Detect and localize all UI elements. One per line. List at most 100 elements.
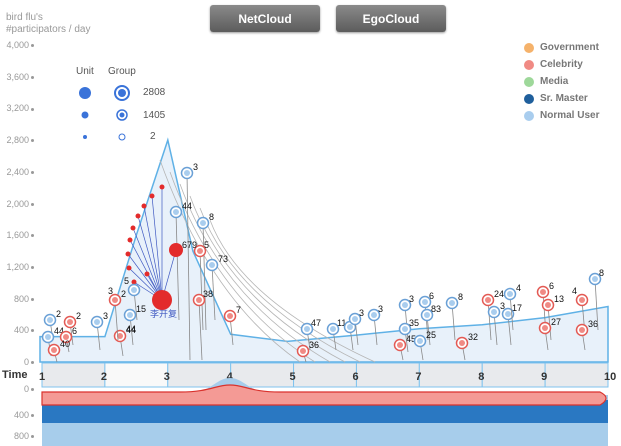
bottom-tick-label: 400 xyxy=(0,410,34,420)
retweet-link xyxy=(132,227,163,301)
node-count-label: 44 xyxy=(126,325,136,335)
pin-stem xyxy=(199,250,204,331)
retweet-link xyxy=(143,205,163,301)
node-count-label: 5 xyxy=(204,240,209,250)
node-count-label: 13 xyxy=(554,294,564,304)
time-day-label[interactable]: 10 xyxy=(604,371,616,383)
user-node xyxy=(542,325,548,331)
user-node xyxy=(112,297,118,303)
time-day-label[interactable]: 7 xyxy=(415,371,421,383)
retweet-node xyxy=(126,265,132,271)
size-key-unit-header: Unit xyxy=(76,66,94,77)
legend-celebrity[interactable]: Celebrity xyxy=(524,59,583,70)
time-day-label[interactable]: 3 xyxy=(164,371,170,383)
retweet-link xyxy=(151,195,163,301)
diffusion-arc xyxy=(209,219,376,363)
retweet-node xyxy=(159,184,165,190)
y-tick-label: 4,000 xyxy=(0,40,34,50)
node-count-label: 5 xyxy=(124,276,129,286)
time-axis-label: Time xyxy=(2,369,28,381)
user-node xyxy=(127,312,133,318)
legend-government[interactable]: Government xyxy=(524,42,599,53)
node-count-label: 3 xyxy=(409,294,414,304)
user-node xyxy=(485,297,491,303)
user-node xyxy=(173,209,179,215)
size-key-value-large: 2808 xyxy=(143,87,166,98)
hub-node-primary xyxy=(152,290,172,310)
retweet-node xyxy=(141,203,147,209)
user-node xyxy=(505,311,511,317)
user-node xyxy=(209,262,215,268)
bottom-tick-label: 0 xyxy=(0,384,34,394)
node-count-label: 7 xyxy=(236,305,241,315)
node-count-label: 8 xyxy=(458,292,463,302)
user-node xyxy=(347,324,353,330)
node-count-label: 2 xyxy=(56,309,61,319)
user-node xyxy=(45,334,51,340)
node-count-label: 3 xyxy=(193,162,198,172)
node-count-label: 2 xyxy=(76,311,81,321)
node-count-label: 38 xyxy=(203,289,213,299)
legend-normal-user[interactable]: Normal User xyxy=(524,110,599,121)
user-node xyxy=(197,248,203,254)
retweet-node xyxy=(131,279,137,285)
netcloud-button[interactable]: NetCloud xyxy=(210,5,320,32)
user-node xyxy=(300,348,306,354)
user-node xyxy=(94,319,100,325)
user-node xyxy=(459,340,465,346)
time-day-label[interactable]: 6 xyxy=(352,371,358,383)
time-day-label[interactable]: 8 xyxy=(478,371,484,383)
time-day-label[interactable]: 5 xyxy=(290,371,296,383)
node-count-label: 679 xyxy=(182,240,197,250)
node-count-label: 6 xyxy=(549,281,554,291)
user-node xyxy=(402,302,408,308)
user-node xyxy=(51,347,57,353)
node-count-label: 36 xyxy=(588,319,598,329)
egocloud-button[interactable]: EgoCloud xyxy=(336,5,446,32)
user-node xyxy=(131,287,137,293)
time-slot xyxy=(230,362,295,388)
time-slot xyxy=(293,362,357,388)
legend-media[interactable]: Media xyxy=(524,76,568,87)
size-key-value-medium: 1405 xyxy=(143,110,166,121)
chart-title: bird flu's xyxy=(6,12,43,23)
time-slot xyxy=(481,362,546,388)
pin-stem xyxy=(211,264,216,321)
time-slot xyxy=(544,362,609,388)
normal-user-swatch-icon xyxy=(524,110,534,121)
node-count-label: 3 xyxy=(378,304,383,314)
y-tick-label: 0 xyxy=(0,357,34,367)
size-key-unit-large xyxy=(79,87,91,99)
user-node xyxy=(397,342,403,348)
time-day-label[interactable]: 9 xyxy=(541,371,547,383)
time-day-label[interactable]: 2 xyxy=(101,371,107,383)
y-tick-label: 1,200 xyxy=(0,262,34,272)
legend-sr-master[interactable]: Sr. Master xyxy=(524,93,588,104)
time-day-label[interactable]: 4 xyxy=(227,371,234,383)
time-slot xyxy=(418,362,483,388)
size-key-group-medium-core xyxy=(119,112,125,118)
node-count-label: 45 xyxy=(406,334,416,344)
user-node xyxy=(507,291,513,297)
size-key-unit-medium xyxy=(81,111,89,119)
time-slot xyxy=(41,362,106,388)
celebrity-swatch-icon xyxy=(524,59,534,70)
user-node xyxy=(184,170,190,176)
node-count-label: 35 xyxy=(409,318,419,328)
user-node xyxy=(449,300,455,306)
node-count-label: 27 xyxy=(551,317,561,327)
node-count-label: 36 xyxy=(309,340,319,350)
time-day-label[interactable]: 1 xyxy=(39,371,45,383)
user-node xyxy=(579,327,585,333)
user-node xyxy=(117,333,123,339)
pin-stem xyxy=(594,278,599,331)
user-node xyxy=(67,319,73,325)
retweet-node xyxy=(125,251,131,257)
y-tick-label: 2,800 xyxy=(0,135,34,145)
node-count-label: 73 xyxy=(218,254,228,264)
node-count-label: 6 xyxy=(72,326,77,336)
y-tick-label: 3,600 xyxy=(0,72,34,82)
user-node xyxy=(196,297,202,303)
y-tick-label: 400 xyxy=(0,325,34,335)
